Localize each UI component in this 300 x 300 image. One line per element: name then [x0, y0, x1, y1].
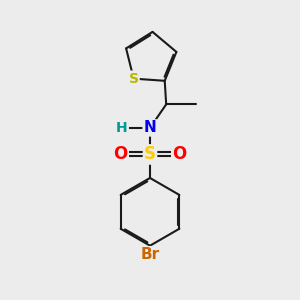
Text: S: S — [144, 146, 156, 164]
Text: N: N — [144, 120, 156, 135]
Text: Br: Br — [140, 247, 160, 262]
Text: O: O — [172, 146, 187, 164]
Text: S: S — [129, 72, 139, 86]
Text: H: H — [116, 121, 128, 135]
Text: O: O — [113, 146, 128, 164]
